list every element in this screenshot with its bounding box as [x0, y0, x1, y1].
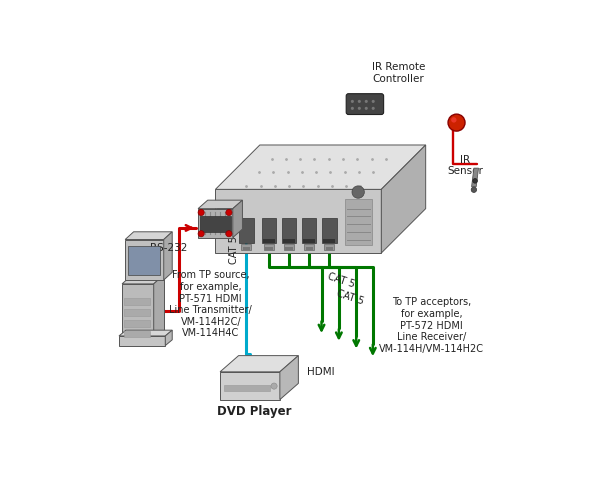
Polygon shape [218, 203, 233, 220]
Circle shape [365, 107, 368, 110]
Polygon shape [239, 218, 254, 243]
Polygon shape [243, 247, 250, 250]
Text: IR
Sensor: IR Sensor [448, 155, 483, 176]
FancyBboxPatch shape [346, 94, 383, 115]
Polygon shape [322, 218, 337, 243]
Circle shape [226, 209, 232, 215]
Polygon shape [165, 330, 172, 346]
Polygon shape [220, 372, 280, 400]
Polygon shape [284, 244, 294, 250]
Circle shape [371, 107, 375, 110]
Circle shape [351, 107, 354, 110]
Polygon shape [220, 356, 298, 372]
Circle shape [358, 100, 361, 103]
Polygon shape [215, 189, 381, 253]
Text: DVD Player: DVD Player [217, 405, 291, 418]
Circle shape [471, 187, 477, 192]
Polygon shape [280, 356, 298, 400]
Polygon shape [266, 247, 273, 250]
Polygon shape [263, 239, 275, 243]
Polygon shape [305, 247, 313, 250]
Polygon shape [472, 168, 478, 187]
Polygon shape [302, 218, 317, 243]
Polygon shape [326, 247, 333, 250]
Text: CAT 5: CAT 5 [326, 271, 356, 289]
Text: From TP source,
for example,
PT-571 HDMI
Line Transmitter/
VM-114H2C/
VM-114H4C: From TP source, for example, PT-571 HDMI… [169, 271, 252, 338]
Polygon shape [344, 199, 371, 245]
Polygon shape [325, 244, 334, 250]
Polygon shape [122, 274, 165, 284]
Text: To TP acceptors,
for example,
PT-572 HDMI
Line Receiver/
VM-114H/VM-114H2C: To TP acceptors, for example, PT-572 HDM… [379, 298, 484, 354]
Circle shape [352, 186, 364, 198]
Polygon shape [122, 284, 154, 340]
Polygon shape [198, 208, 233, 237]
Polygon shape [304, 244, 314, 250]
Polygon shape [119, 336, 165, 346]
Text: HDMI: HDMI [307, 367, 335, 377]
Polygon shape [304, 239, 315, 243]
Polygon shape [154, 274, 165, 340]
Circle shape [371, 100, 375, 103]
Circle shape [358, 107, 361, 110]
Circle shape [351, 100, 354, 103]
Circle shape [365, 100, 368, 103]
Polygon shape [233, 200, 242, 237]
Circle shape [198, 230, 204, 237]
Circle shape [271, 383, 277, 389]
Polygon shape [124, 331, 150, 338]
Circle shape [448, 114, 465, 131]
Polygon shape [282, 218, 296, 243]
Polygon shape [125, 239, 163, 280]
Polygon shape [124, 320, 150, 327]
Polygon shape [124, 298, 150, 305]
Polygon shape [119, 330, 172, 336]
Polygon shape [242, 244, 251, 250]
Polygon shape [200, 216, 231, 232]
Polygon shape [283, 239, 295, 243]
Polygon shape [125, 232, 172, 239]
Text: CAT 5: CAT 5 [336, 288, 365, 307]
Circle shape [451, 117, 457, 123]
Polygon shape [198, 200, 242, 208]
Text: CAT 5: CAT 5 [229, 236, 239, 264]
Polygon shape [163, 232, 172, 280]
Polygon shape [285, 247, 293, 250]
Circle shape [226, 230, 232, 237]
Polygon shape [323, 239, 335, 243]
Polygon shape [381, 145, 426, 253]
Circle shape [198, 209, 204, 215]
Text: RS-232: RS-232 [150, 243, 187, 254]
Polygon shape [224, 385, 270, 391]
Polygon shape [215, 145, 426, 189]
Text: IR Remote
Controller: IR Remote Controller [372, 63, 426, 84]
Polygon shape [128, 246, 160, 276]
Polygon shape [261, 218, 276, 243]
Circle shape [473, 178, 477, 183]
Polygon shape [124, 309, 150, 316]
Polygon shape [264, 244, 274, 250]
